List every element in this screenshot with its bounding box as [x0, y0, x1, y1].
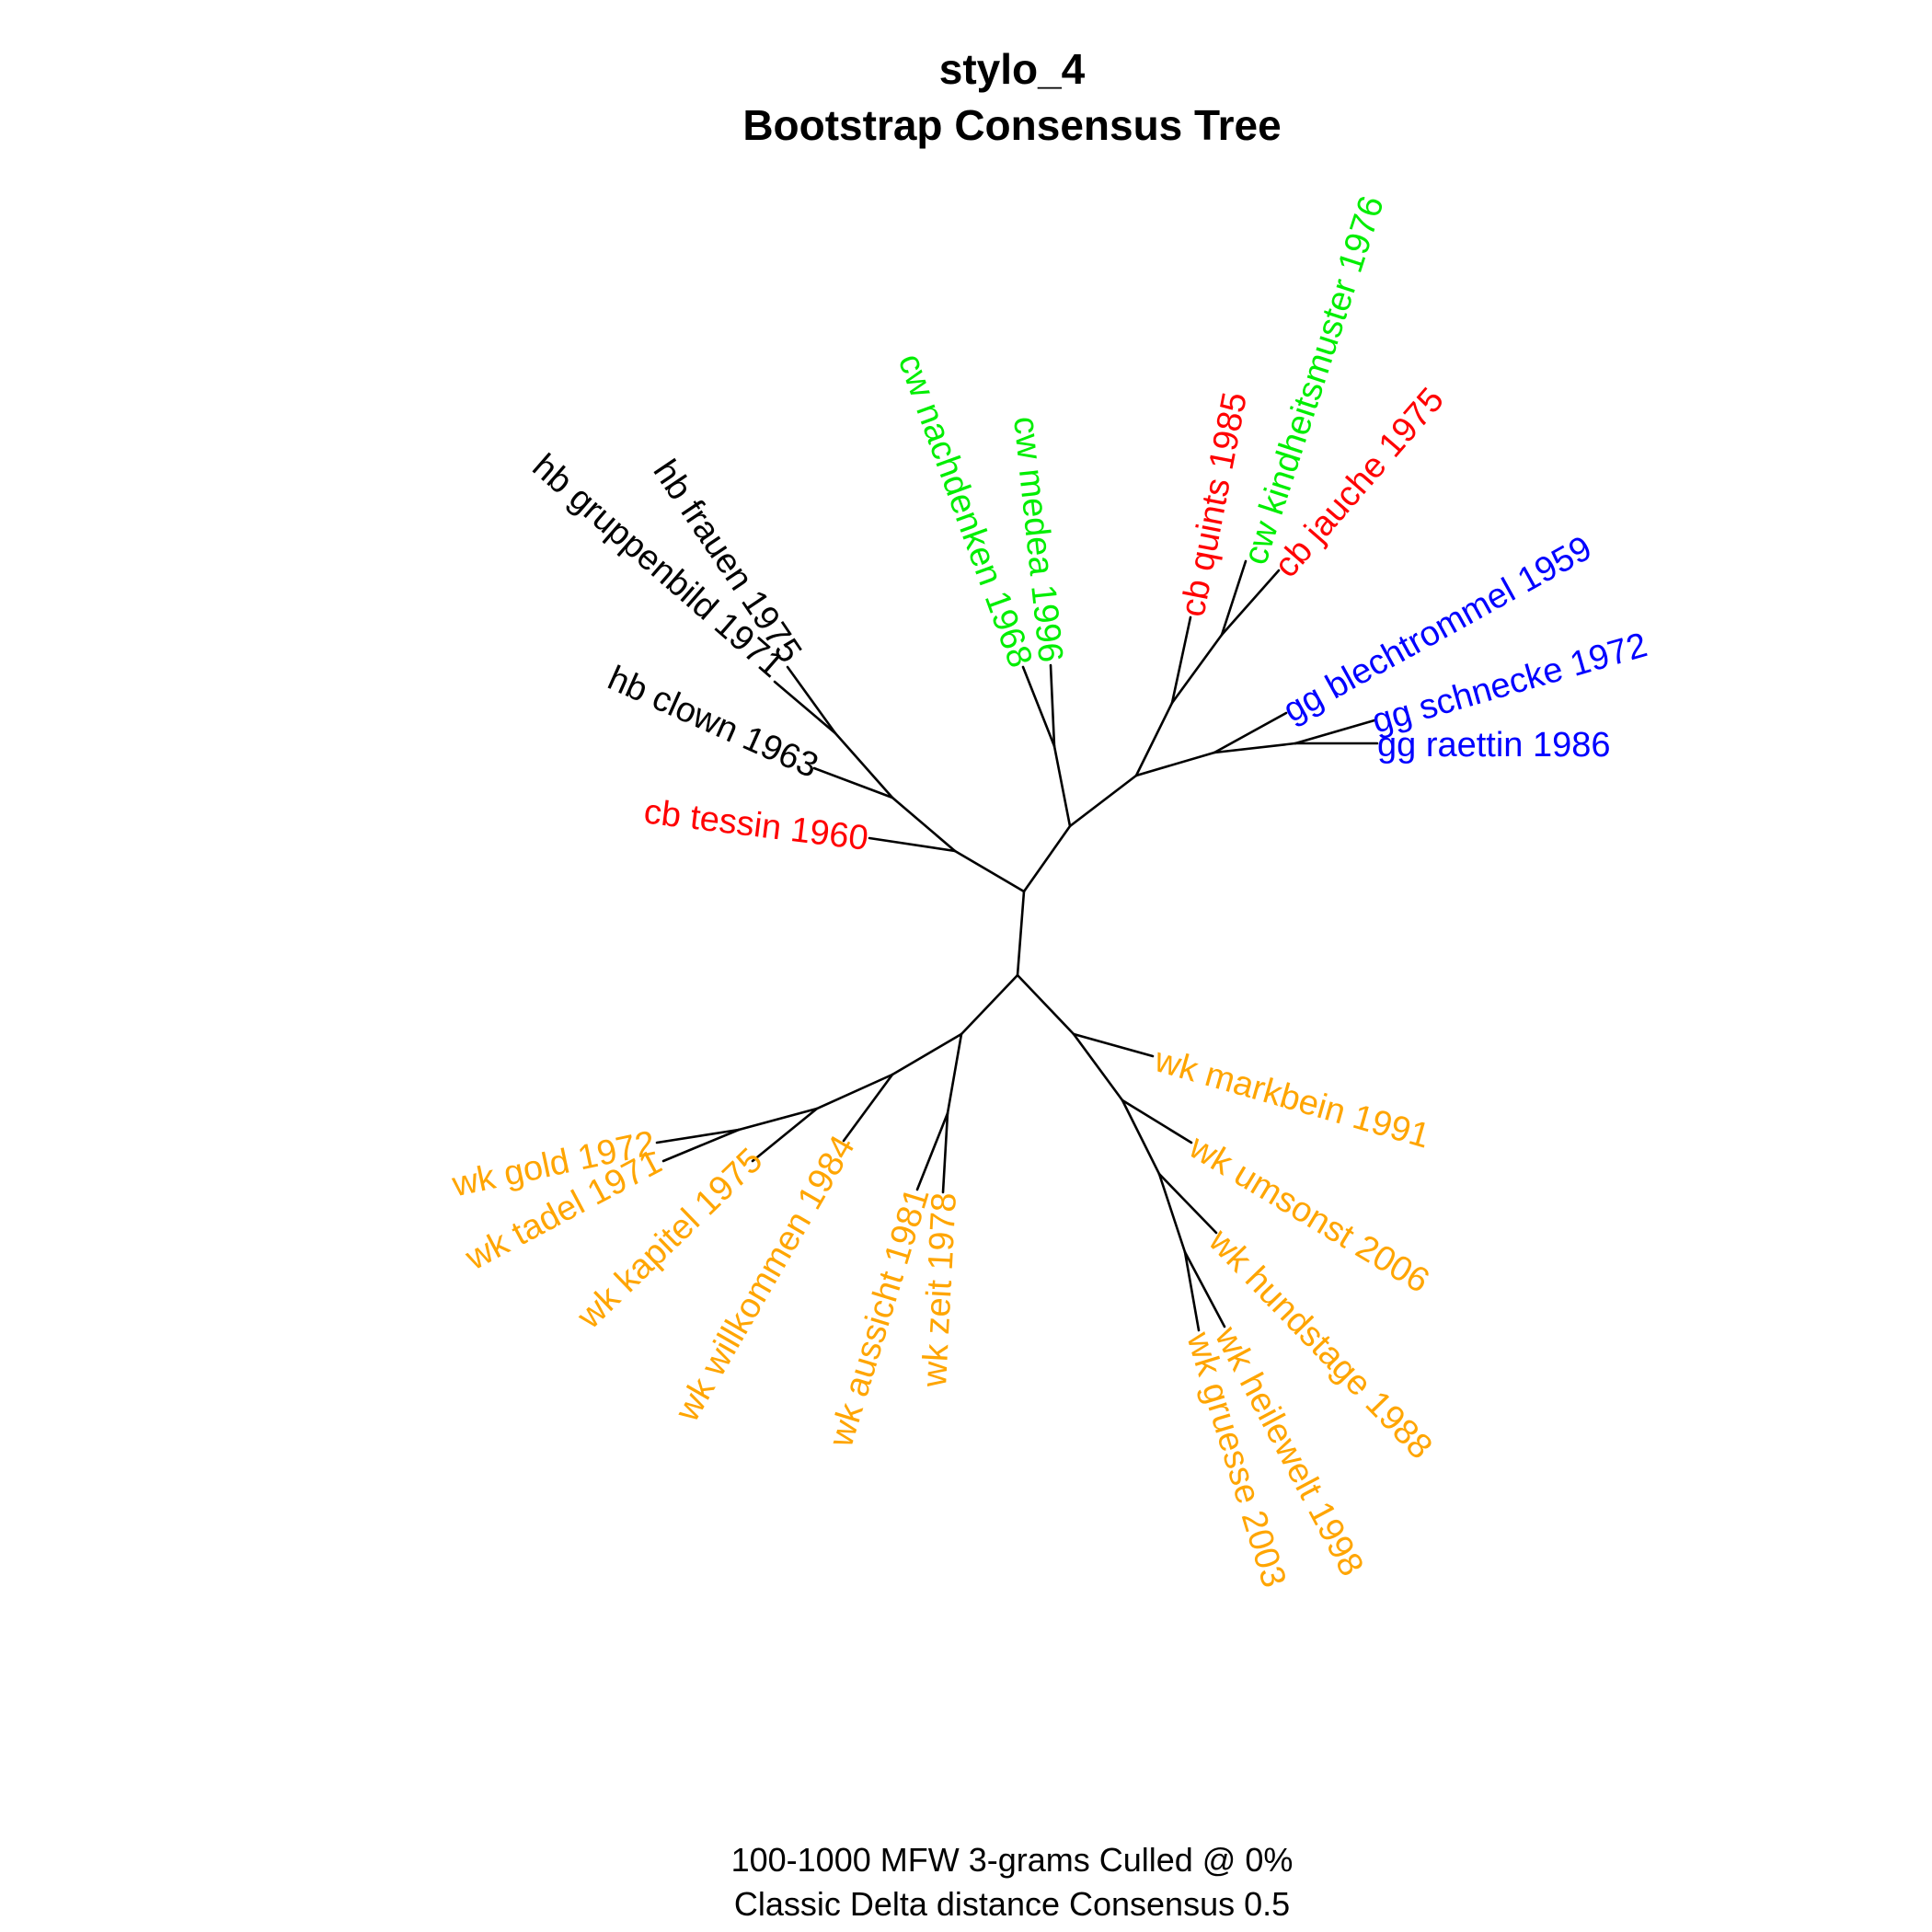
leaf-label: cb quints 1985	[1174, 389, 1255, 620]
branch	[1052, 744, 1072, 828]
branch	[1213, 742, 1297, 754]
title-line-2: Bootstrap Consensus Tree	[742, 101, 1281, 149]
branch	[1072, 1032, 1155, 1058]
branch	[1021, 665, 1056, 748]
branch	[915, 1111, 949, 1191]
branch	[1170, 633, 1224, 705]
branch	[842, 1073, 894, 1143]
branch	[1016, 890, 1026, 977]
branch	[1157, 1172, 1187, 1254]
leaf-label: wk umsonst 2006	[1182, 1127, 1436, 1301]
branch	[868, 836, 957, 853]
branch	[655, 1128, 741, 1144]
branch	[1134, 701, 1174, 777]
branch	[1068, 774, 1138, 828]
branch	[1183, 1250, 1201, 1332]
branch	[1121, 1098, 1193, 1144]
branch	[834, 731, 894, 799]
branch	[1072, 1032, 1124, 1102]
branch	[1294, 719, 1376, 745]
title-line-1: stylo_4	[939, 45, 1086, 93]
branch	[1049, 663, 1056, 748]
branch	[815, 1073, 894, 1110]
branch	[812, 766, 894, 799]
branch	[1220, 569, 1281, 637]
tree-branches	[655, 559, 1379, 1332]
leaf-label: wk markbein 1991	[1150, 1041, 1434, 1156]
branch	[946, 1032, 963, 1115]
tree-leaf-labels: hb frauen 1975 hb gruppenbild 1971 hb cl…	[448, 191, 1651, 1592]
leaf-label: cb tessin 1960	[642, 792, 870, 858]
branch	[1213, 711, 1288, 754]
branch	[960, 973, 1019, 1036]
branch	[661, 1128, 741, 1163]
caption-line-2: Classic Delta distance Consensus 0.5	[734, 1885, 1290, 1923]
branch	[891, 1032, 963, 1076]
leaf-label: wk willkommen 1984	[668, 1130, 863, 1429]
branch	[1220, 559, 1248, 637]
branch	[1121, 1098, 1161, 1176]
branch	[1183, 1250, 1226, 1328]
branch	[751, 1107, 819, 1163]
branch	[891, 796, 957, 853]
branch	[1134, 751, 1216, 777]
branch	[786, 665, 837, 735]
caption-line-1: 100-1000 MFW 3-grams Culled @ 0%	[731, 1841, 1294, 1879]
leaf-label: gg raettin 1986	[1377, 726, 1611, 765]
branch	[1157, 1172, 1218, 1235]
branch	[1022, 824, 1072, 893]
branch	[1170, 615, 1192, 705]
branch	[1016, 973, 1075, 1036]
branch	[941, 1111, 949, 1194]
branch	[737, 1107, 819, 1132]
leaf-label: hb clown 1963	[602, 659, 823, 786]
branch	[953, 849, 1026, 893]
branch	[773, 680, 837, 735]
